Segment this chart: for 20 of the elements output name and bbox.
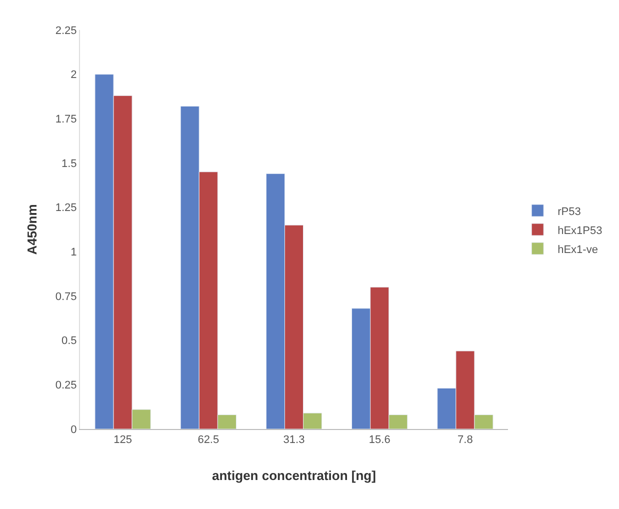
y-tick-label: 1.75 bbox=[55, 114, 77, 126]
x-tick-label: 7.8 bbox=[458, 434, 473, 446]
y-tick-label: 0.25 bbox=[55, 380, 77, 392]
y-tick-label: 0.75 bbox=[55, 290, 77, 303]
y-tick-label: 1 bbox=[70, 246, 77, 259]
y-axis-title: A450nm bbox=[24, 204, 40, 255]
y-tick-label: 0 bbox=[70, 424, 77, 436]
y-tick-label: 2 bbox=[70, 69, 77, 82]
y-tick-label: 1.5 bbox=[62, 158, 77, 170]
legend-label: rP53 bbox=[558, 206, 581, 218]
x-tick-label: 15.6 bbox=[368, 434, 390, 446]
x-tick-label: 31.3 bbox=[283, 434, 305, 446]
y-tick-label: 0.5 bbox=[62, 335, 77, 348]
y-tick-label: 2.25 bbox=[55, 24, 77, 37]
x-tick-label: 125 bbox=[114, 434, 132, 446]
x-axis-title: antigen concentration [ng] bbox=[212, 468, 376, 483]
x-tick-label: 62.5 bbox=[198, 434, 220, 446]
legend-label: hEx1-ve bbox=[558, 244, 598, 256]
legend-label: hEx1P53 bbox=[558, 224, 602, 237]
y-tick-label: 1.25 bbox=[55, 202, 77, 214]
